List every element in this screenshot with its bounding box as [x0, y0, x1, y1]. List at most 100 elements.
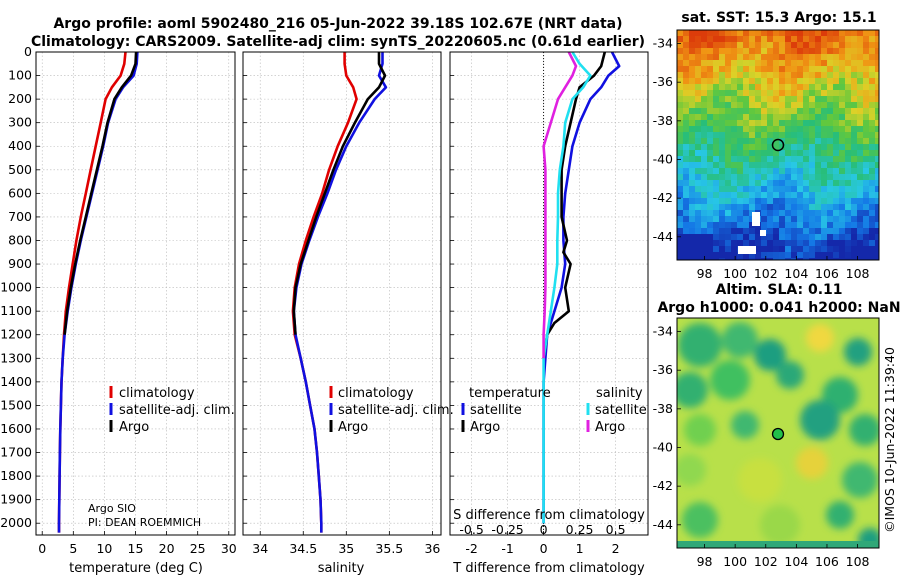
sst-cell — [677, 246, 684, 253]
sst-cell — [761, 246, 768, 253]
sst-cell — [749, 156, 756, 163]
sst-cell — [761, 234, 768, 241]
sst-cell — [737, 66, 744, 73]
difference-panel: -2 -1 0 1 2 -0.5 -0.25 0 0.25 0.5 — [449, 51, 649, 556]
sst-cell — [731, 30, 738, 37]
sst-cell — [791, 162, 798, 169]
sst-cell — [827, 228, 834, 235]
sst-cell — [857, 48, 864, 55]
sst-cell — [857, 186, 864, 193]
sst-cell — [713, 210, 720, 217]
lon-tick-label: 102 — [754, 266, 778, 281]
sst-cell — [749, 48, 756, 55]
sst-cell — [827, 96, 834, 103]
sst-cell — [815, 120, 822, 127]
legend-label-argo: Argo — [119, 420, 149, 435]
sst-cell — [827, 192, 834, 199]
sst-cell — [761, 72, 768, 79]
sst-cell — [725, 258, 732, 260]
sst-cell — [707, 78, 714, 85]
sst-cell — [791, 132, 798, 139]
s-tick-label: 0.5 — [606, 522, 626, 537]
sst-cell — [845, 234, 852, 241]
sst-cell — [857, 30, 864, 37]
sst-cell — [791, 42, 798, 49]
sst-cell — [791, 84, 798, 91]
sst-cell — [839, 90, 846, 97]
sst-cell — [869, 48, 876, 55]
sst-cell — [761, 198, 768, 205]
sst-cell — [815, 198, 822, 205]
sst-cell — [743, 54, 750, 61]
sst-cell — [863, 48, 870, 55]
sst-cell — [785, 234, 792, 241]
sst-cell — [785, 204, 792, 211]
lon-tick-label: 108 — [846, 266, 870, 281]
sst-cell — [749, 66, 756, 73]
sst-cell — [743, 168, 750, 175]
sst-cell — [689, 216, 696, 223]
sst-cell — [791, 174, 798, 181]
sst-cell — [779, 120, 786, 127]
sst-cell — [821, 156, 828, 163]
sst-cell — [821, 150, 828, 157]
sst-cell — [713, 132, 720, 139]
sst-cell — [809, 36, 816, 43]
sst-cell — [761, 138, 768, 145]
series-line-climatology — [291, 52, 358, 533]
sst-cell — [857, 120, 864, 127]
sst-cell — [761, 162, 768, 169]
sst-cell — [773, 78, 780, 85]
sst-cell — [713, 108, 720, 115]
sst-cell — [875, 42, 879, 49]
sst-cell — [779, 252, 786, 259]
sst-cell — [773, 222, 780, 229]
sst-cell — [875, 162, 879, 169]
sst-cell — [773, 180, 780, 187]
sst-cell — [737, 78, 744, 85]
sst-cell — [695, 240, 702, 247]
sst-cell — [851, 150, 858, 157]
sst-cell — [851, 204, 858, 211]
sst-cell — [779, 222, 786, 229]
sst-cell — [779, 30, 786, 37]
sst-cell — [785, 222, 792, 229]
sst-cell — [869, 204, 876, 211]
sst-cell — [767, 168, 774, 175]
sst-cell — [701, 240, 708, 247]
sst-cell — [689, 252, 696, 259]
sst-cell — [761, 42, 768, 49]
sst-cell — [695, 252, 702, 259]
sst-cell — [827, 108, 834, 115]
sst-cell — [749, 120, 756, 127]
sst-cell — [707, 120, 714, 127]
sst-cell — [743, 144, 750, 151]
sst-cell — [725, 54, 732, 61]
sst-cell — [731, 144, 738, 151]
sst-cell — [683, 138, 690, 145]
sst-cell — [767, 192, 774, 199]
sst-cell — [821, 210, 828, 217]
lon-tick-label: 106 — [815, 554, 839, 569]
sst-cell — [749, 168, 756, 175]
sst-cell — [875, 234, 879, 241]
sst-cell — [785, 144, 792, 151]
sst-cell — [875, 108, 879, 115]
sst-cell — [737, 228, 744, 235]
sst-cell — [809, 90, 816, 97]
sst-cell — [863, 108, 870, 115]
sst-cell — [851, 228, 858, 235]
sst-cell — [845, 144, 852, 151]
sst-cell — [713, 258, 720, 260]
temperature-note-2: PI: DEAN ROEMMICH — [88, 516, 201, 529]
sst-cell — [743, 108, 750, 115]
sst-cell — [839, 60, 846, 67]
sst-cell — [869, 60, 876, 67]
sst-cell — [857, 198, 864, 205]
sst-cell — [791, 198, 798, 205]
sst-cell — [755, 114, 762, 121]
sst-cell — [737, 114, 744, 121]
sst-cell — [749, 186, 756, 193]
sst-cell — [713, 162, 720, 169]
sla-eddy — [678, 323, 722, 367]
